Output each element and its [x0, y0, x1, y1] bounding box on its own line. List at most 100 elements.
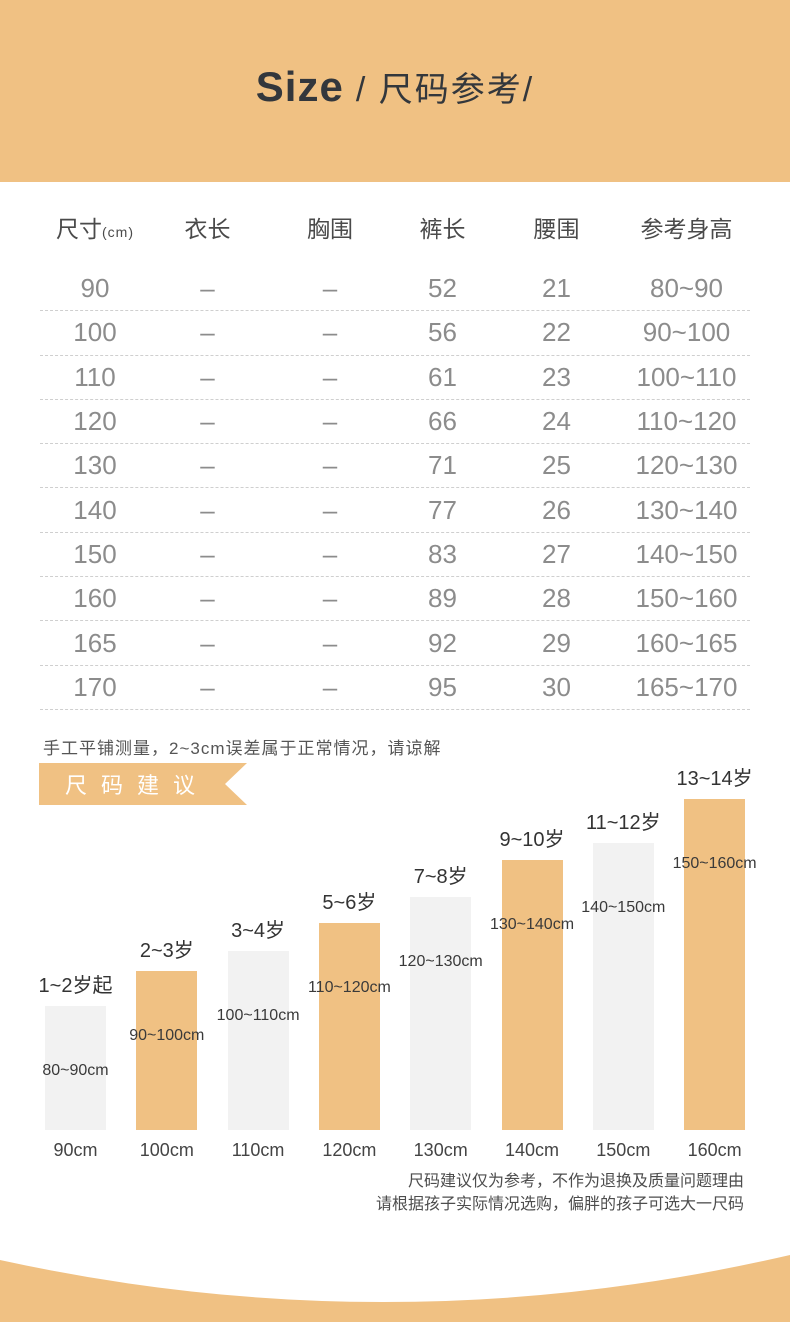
x-axis-label: 100cm [139, 1140, 194, 1160]
table-cell: – [322, 317, 338, 348]
height-range-label: 100~110cm [216, 1007, 300, 1024]
x-axis-label: 130cm [413, 1140, 468, 1160]
table-cell: 130~140 [635, 494, 738, 525]
table-cell: – [200, 671, 215, 702]
size-table-header-row: 尺寸(cm) 衣长 胸围 裤长 腰围 参考身高 [40, 204, 750, 250]
table-cell: 21 [542, 273, 571, 304]
column-header-unit: (cm) [102, 224, 134, 240]
table-cell: 170 [73, 671, 117, 702]
table-cell: 26 [542, 494, 571, 525]
table-cell: 100~110 [636, 361, 737, 392]
height-range-label: 90~100cm [129, 1027, 205, 1044]
height-bar [684, 799, 746, 1130]
table-cell: – [200, 406, 215, 437]
table-cell: – [200, 494, 215, 525]
table-cell: 61 [428, 361, 457, 392]
table-cell: 89 [428, 583, 457, 614]
table-cell: – [322, 627, 338, 658]
height-bar [318, 923, 380, 1130]
table-row: 140 – – 77 26 130~140 [40, 488, 750, 533]
table-cell: 92 [428, 627, 457, 658]
table-cell: 90 [80, 273, 110, 304]
table-row: 130 – – 71 25 120~130 [40, 444, 750, 489]
header-band: Size / 尺码参考/ [0, 0, 790, 182]
table-cell: 95 [428, 671, 457, 702]
table-cell: 160 [73, 583, 117, 614]
table-cell: – [200, 627, 215, 658]
footer-note-line: 请根据孩子实际情况选购，偏胖的孩子可选大一尺码 [375, 1196, 744, 1213]
height-bar [45, 1006, 106, 1130]
page-title: Size / 尺码参考/ [256, 62, 534, 111]
table-cell: 160~165 [635, 627, 738, 658]
x-axis-label: 150cm [596, 1140, 651, 1160]
footer-curve [0, 1255, 790, 1322]
column-header: 参考身高 [640, 216, 733, 242]
table-cell: – [200, 450, 215, 481]
table-cell: 90~100 [642, 317, 731, 348]
table-cell: – [322, 583, 338, 614]
table-cell: 52 [428, 273, 457, 304]
footer-note-line: 尺码建议仅为参考，不作为退换及质量问题理由 [407, 1173, 744, 1190]
table-cell: – [322, 538, 338, 569]
table-cell: 27 [542, 538, 571, 569]
size-suggestion-ribbon: 尺码建议 [39, 763, 247, 805]
table-cell: – [200, 583, 215, 614]
page-title-en: Size [255, 62, 344, 110]
table-cell: 130 [73, 450, 117, 481]
age-label: 1~2岁起 [38, 975, 113, 997]
age-label: 11~12岁 [585, 812, 661, 834]
age-height-bar-chart: 1~2岁起 80~90cm 90cm 2~3岁 90~100cm 100cm 3~4岁 100… [0, 760, 790, 1170]
height-range-label: 120~130cm [398, 953, 483, 970]
x-axis-label: 140cm [504, 1140, 560, 1160]
table-cell: 120~130 [635, 450, 738, 481]
table-cell: – [322, 273, 338, 304]
x-axis-label: 110cm [231, 1140, 285, 1160]
table-cell: – [200, 273, 215, 304]
table-cell: 110~120 [636, 406, 737, 437]
age-label: 9~10岁 [499, 829, 565, 851]
table-cell: 25 [542, 450, 571, 481]
column-header: 胸围 [307, 216, 353, 242]
table-cell: 66 [428, 406, 457, 437]
table-cell: – [322, 671, 338, 702]
table-cell: 165 [73, 627, 117, 658]
table-cell: – [200, 538, 215, 569]
table-cell: 24 [542, 406, 571, 437]
x-axis-label: 90cm [53, 1140, 98, 1160]
age-label: 5~6岁 [322, 892, 377, 914]
size-table: 尺寸(cm) 衣长 胸围 裤长 腰围 参考身高 90 – – 52 21 80~90 100 – – 56 2… [40, 182, 750, 710]
ribbon-label: 尺码建议 [65, 773, 210, 798]
height-bar [227, 951, 289, 1130]
table-row: 170 – – 95 30 165~170 [40, 666, 750, 710]
measure-note: 手工平铺测量，2~3cm误差属于正常情况，请谅解 [43, 739, 442, 758]
table-row: 110 – – 61 23 100~110 [40, 356, 750, 400]
size-table-body: 90 – – 52 21 80~90 100 – – 56 22 90~100 110 – – 61 23 100… [40, 267, 750, 710]
table-cell: – [322, 494, 338, 525]
table-cell: 120 [73, 406, 117, 437]
table-row: 100 – – 56 22 90~100 [40, 311, 750, 356]
column-header: 尺寸(cm) [56, 216, 134, 242]
height-range-label: 150~160cm [672, 855, 757, 872]
age-label: 3~4岁 [231, 920, 286, 942]
table-row: 150 – – 83 27 140~150 [40, 533, 750, 578]
table-cell: 29 [542, 627, 571, 658]
table-cell: – [200, 361, 215, 392]
column-header: 腰围 [533, 216, 580, 242]
table-cell: 110 [74, 361, 116, 392]
height-bar [136, 971, 198, 1130]
table-cell: 83 [428, 538, 457, 569]
table-cell: – [200, 317, 215, 348]
height-range-label: 110~120cm [307, 979, 391, 996]
age-label: 7~8岁 [413, 866, 468, 888]
table-cell: 23 [542, 361, 571, 392]
table-cell: 150~160 [635, 583, 738, 614]
table-row: 165 – – 92 29 160~165 [40, 621, 750, 666]
table-row: 160 – – 89 28 150~160 [40, 577, 750, 622]
age-label: 2~3岁 [139, 940, 194, 962]
table-row: 120 – – 66 24 110~120 [40, 400, 750, 445]
table-cell: 165~170 [635, 671, 738, 702]
height-bar [592, 843, 654, 1130]
table-row: 90 – – 52 21 80~90 [40, 267, 750, 312]
table-cell: – [322, 450, 338, 481]
